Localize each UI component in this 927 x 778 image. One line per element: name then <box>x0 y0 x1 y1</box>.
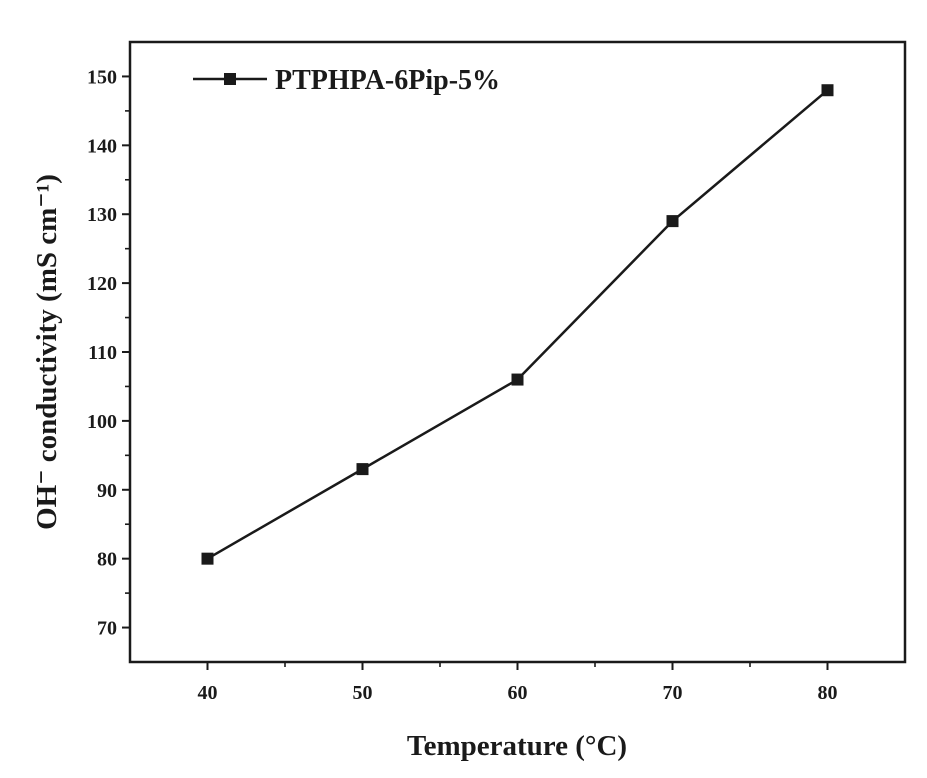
y-tick-label: 90 <box>97 480 117 502</box>
series-layer <box>202 84 834 564</box>
y-tick-label: 140 <box>87 135 117 157</box>
x-tick-label: 80 <box>818 682 838 704</box>
legend-marker <box>224 73 236 85</box>
x-tick-label: 50 <box>353 682 373 704</box>
y-tick-label: 70 <box>97 618 117 640</box>
plot-frame <box>130 42 905 662</box>
y-tick-label: 150 <box>87 66 117 88</box>
data-point <box>822 84 834 96</box>
series-line <box>208 90 828 558</box>
x-tick-label: 60 <box>508 682 528 704</box>
y-tick-label: 80 <box>97 549 117 571</box>
y-axis: 70 80 90 100 110 120 130 140 150 <box>87 66 130 639</box>
y-tick-label: 120 <box>87 273 117 295</box>
legend-label: PTPHPA-6Pip-5% <box>275 65 500 96</box>
y-tick-label: 110 <box>88 342 117 364</box>
data-point <box>202 553 214 565</box>
legend: PTPHPA-6Pip-5% <box>193 65 500 96</box>
x-tick-label: 70 <box>663 682 683 704</box>
y-tick-label: 130 <box>87 204 117 226</box>
data-point <box>667 215 679 227</box>
x-tick-label: 40 <box>198 682 218 704</box>
x-axis: 40 50 60 70 80 <box>198 662 838 704</box>
y-tick-label: 100 <box>87 411 117 433</box>
data-point <box>512 374 524 386</box>
data-point <box>357 463 369 475</box>
x-axis-label: Temperature (°C) <box>407 730 627 762</box>
y-axis-label: OH⁻ conductivity (mS cm⁻¹) <box>31 174 63 530</box>
